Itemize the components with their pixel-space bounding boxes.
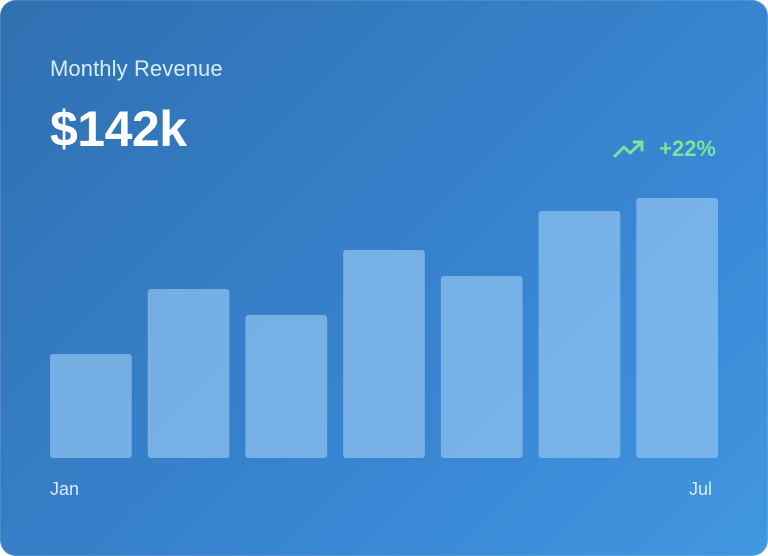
card-title: Monthly Revenue — [50, 56, 223, 81]
bar-mar — [245, 315, 328, 458]
bar-jan — [50, 354, 132, 458]
trending-up-icon — [613, 139, 645, 159]
bar-jun — [538, 211, 621, 458]
bar-jul — [636, 198, 718, 458]
bar-apr — [343, 250, 425, 458]
x-axis-start-label: Jan — [50, 479, 80, 499]
bar-may — [440, 276, 523, 458]
bar-feb — [147, 289, 230, 458]
revenue-bar-chart — [50, 198, 718, 458]
change-indicator: +22% — [613, 136, 716, 162]
revenue-value: $142k — [50, 101, 187, 157]
change-percent: +22% — [659, 136, 716, 161]
x-axis-end-label: Jul — [688, 479, 712, 499]
